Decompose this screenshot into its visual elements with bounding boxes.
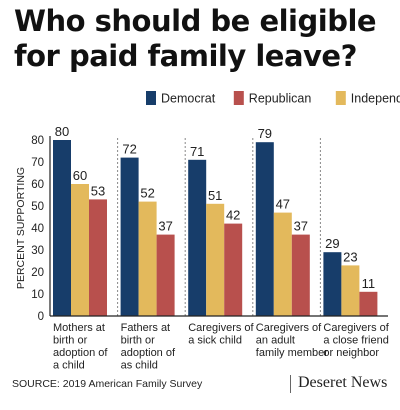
brand-logo: Deseret News [298,374,388,391]
category-label: Caregivers of [256,322,322,334]
y-tick-label: 60 [31,179,44,191]
bar-value-label: 51 [208,188,222,203]
bar-independent [273,212,292,316]
legend-swatch-republican [233,91,244,105]
y-tick-label: 30 [31,245,44,257]
category-label: birth or [121,335,156,347]
category-label: Caregivers of [188,322,254,334]
category-label: birth or [53,335,88,347]
category-label: Caregivers of [323,322,389,334]
y-tick-label: 10 [31,289,44,301]
bar-value-label: 71 [190,144,204,159]
bar-independent [138,201,157,316]
bar-democrat [188,159,207,316]
bar-value-label: 42 [226,208,240,223]
bar-republican [89,199,107,316]
bar-democrat [120,157,139,316]
bar-value-label: 37 [158,219,172,234]
category-label: or neighbor [323,347,379,359]
legend-swatch-democrat [146,91,156,105]
category-label: a close friend [323,335,388,347]
legend-swatch-independent [335,91,346,105]
bar-democrat [323,252,342,316]
bar-republican [359,291,378,316]
category-label: adoption of [53,347,108,359]
y-axis-label: PERCENT SUPPORTING [15,167,27,289]
category-label: as child [121,360,158,372]
y-tick-label: 70 [31,157,44,169]
legend-label-republican: Republican [249,92,312,106]
category-label: Fathers at [121,322,171,334]
bar-democrat [53,140,71,316]
category-label: a child [53,360,85,372]
y-tick-label: 80 [31,135,44,147]
bar-independent [206,203,225,316]
brand-divider [290,375,291,393]
source-note: SOURCE: 2019 American Family Survey [12,378,203,390]
bar-value-label: 52 [140,186,154,201]
y-tick-label: 50 [31,201,44,213]
bar-value-label: 47 [276,197,290,212]
y-tick-label: 0 [38,311,44,323]
bar-value-label: 79 [258,126,272,141]
title-line-2: for paid family leave? [14,39,357,73]
bar-republican [291,234,310,316]
bar-value-label: 80 [55,124,69,139]
bar-value-label: 72 [122,142,136,157]
bar-value-label: 60 [73,168,87,183]
bar-republican [224,223,243,316]
category-label: adoption of [121,347,176,359]
bar-value-label: 29 [325,236,339,251]
bar-value-label: 23 [343,249,357,264]
bar-value-label: 53 [91,183,105,198]
bar-independent [341,265,360,316]
category-label: an adult [256,335,295,347]
y-tick-label: 20 [31,267,44,279]
category-label: a sick child [188,335,242,347]
category-label: family member [256,347,328,359]
chart-title: Who should be eligible for paid family l… [14,4,394,74]
bar-democrat [255,142,274,316]
bar-value-label: 37 [294,219,308,234]
y-tick-label: 40 [31,223,44,235]
legend-label-democrat: Democrat [161,92,216,106]
bar-independent [71,184,89,316]
bar-value-label: 11 [362,276,376,291]
title-line-1: Who should be eligible [14,4,377,38]
category-label: Mothers at [53,322,105,334]
bar-republican [156,234,175,316]
legend-label-independent: Independent [351,92,400,106]
